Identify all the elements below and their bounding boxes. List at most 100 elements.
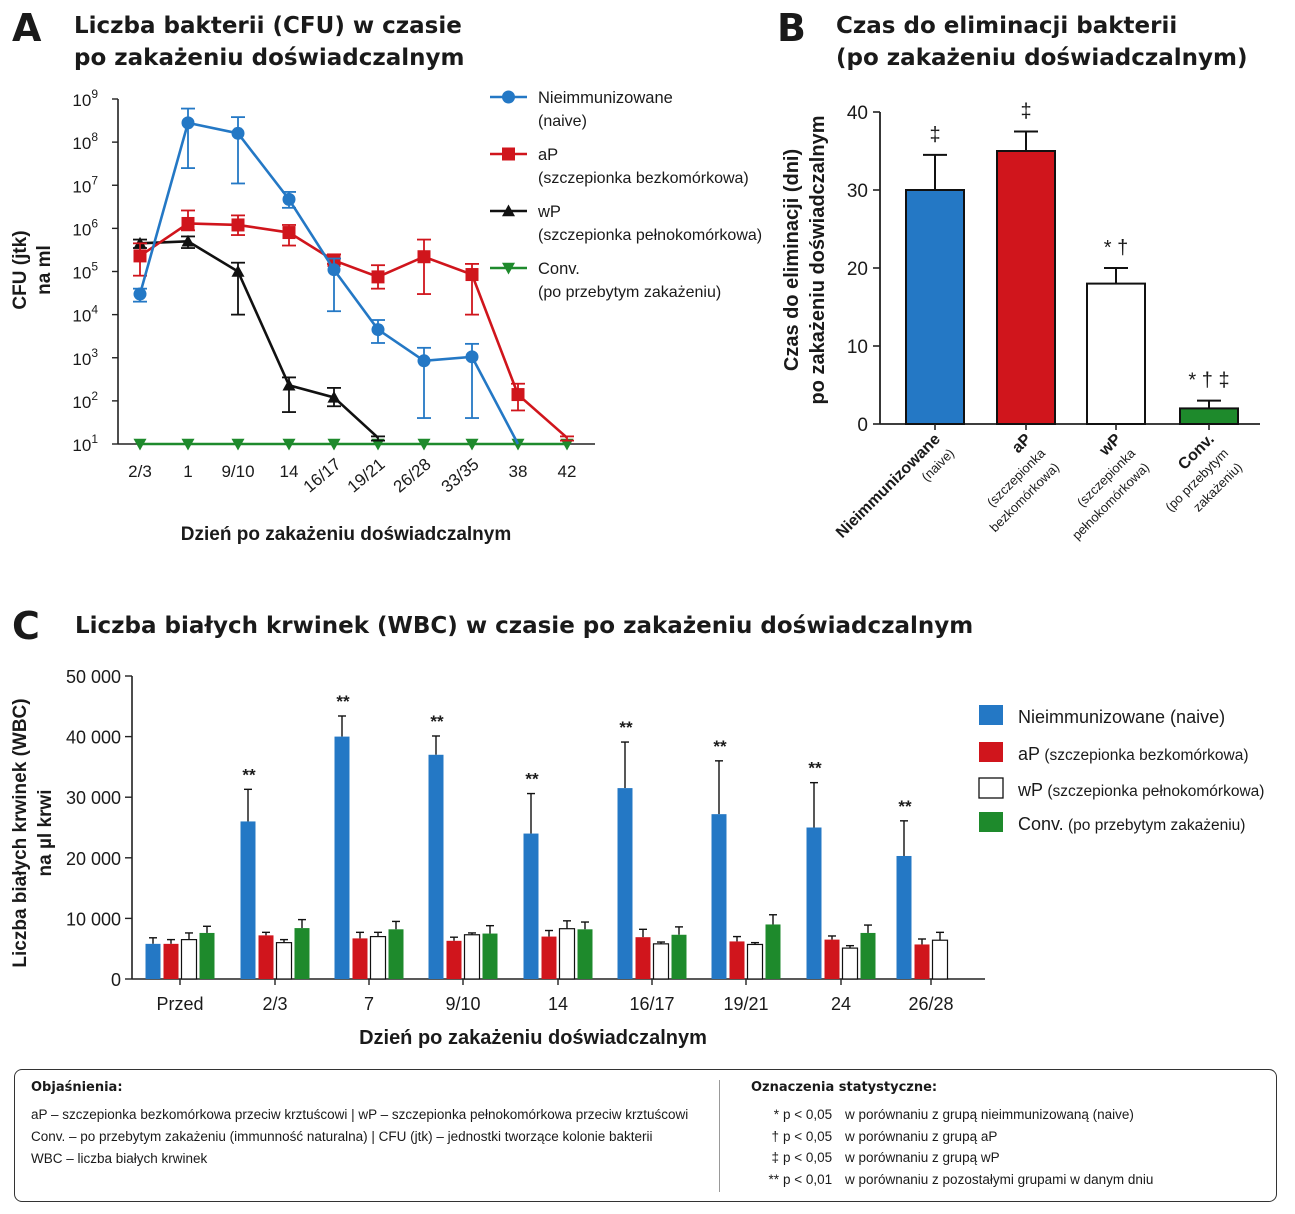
data-point — [181, 234, 195, 247]
bar — [463, 934, 481, 980]
data-point — [231, 265, 245, 277]
data-point — [327, 263, 341, 277]
panel-c-title: Liczba białych krwinek (WBC) w czasie po… — [75, 613, 974, 639]
series-blue — [133, 107, 520, 445]
significance-mark: ** — [619, 718, 633, 737]
data-point — [465, 350, 479, 364]
data-point — [371, 438, 385, 451]
legend-swatch — [979, 812, 1003, 832]
explanations-box: Objaśnienia: aP – szczepionka bezkomórko… — [14, 1069, 1277, 1202]
legend-swatch — [978, 777, 1004, 799]
data-point — [231, 438, 245, 451]
bar — [577, 929, 593, 979]
stat-description: w porównaniu z grupą wP — [845, 1150, 1000, 1165]
stat-row: ** p < 0,01 w porównaniu z pozostałymi g… — [751, 1169, 1153, 1191]
legend-label: wP (szczepionka pełnokomórkowa) — [1017, 780, 1264, 800]
data-point — [181, 116, 195, 130]
data-point — [371, 323, 385, 337]
stat-p-value: p < 0,01 — [783, 1171, 833, 1187]
legend-label: Nieimmunizowane (naive) — [1018, 707, 1225, 727]
data-point — [417, 438, 431, 451]
stat-description: w porównaniu z grupą aP — [845, 1128, 998, 1144]
y-tick-label: 103 — [72, 346, 98, 369]
bar — [180, 939, 198, 980]
explanations-heading: Objaśnienia: — [31, 1080, 123, 1095]
panel-a-title-line1: Liczba bakterii (CFU) w czasie — [74, 13, 462, 39]
explanations-column: Objaśnienia: aP – szczepionka bezkomórko… — [31, 1080, 688, 1170]
data-point — [417, 250, 431, 264]
stat-p-value: p < 0,05 — [783, 1150, 833, 1165]
significance-mark: ** — [336, 692, 350, 711]
bar — [671, 934, 687, 979]
legend-marker — [502, 262, 515, 275]
stat-row: ‡ p < 0,05 w porównaniu z grupą wP — [751, 1147, 1153, 1169]
bar — [388, 929, 404, 979]
data-point — [465, 268, 479, 282]
bar — [617, 788, 633, 979]
significance-mark: * † — [1104, 237, 1128, 259]
bar — [914, 944, 930, 979]
x-tick-label: 26/28 — [390, 455, 435, 497]
legend-sublabel: (szczepionka pełnokomórkowa) — [538, 227, 762, 244]
x-tick-label: 2/3 — [262, 994, 287, 1014]
stat-symbol: ** — [768, 1171, 779, 1187]
bar — [541, 936, 557, 979]
y-tick-label: 102 — [72, 389, 98, 412]
legend-swatch — [979, 705, 1003, 725]
bar — [711, 814, 727, 979]
x-axis-title: Dzień po zakażeniu doświadczalnym — [181, 524, 511, 545]
bar — [1086, 282, 1146, 425]
stat-symbol: ‡ — [771, 1150, 779, 1165]
stats-heading: Oznaczenia statystyczne: — [751, 1080, 938, 1095]
x-tick-label: 16/17 — [300, 455, 345, 497]
x-tick-label: 19/21 — [723, 994, 768, 1014]
series-red — [133, 209, 574, 442]
y-tick-label: 10 000 — [66, 909, 121, 929]
bar — [652, 943, 670, 980]
legend-label: Conv. — [538, 260, 580, 278]
bar — [996, 150, 1056, 425]
x-tick-label: 38 — [509, 462, 528, 481]
x-tick-label: 9/10 — [445, 994, 480, 1014]
bar — [729, 941, 745, 979]
data-point — [371, 270, 385, 284]
y-tick-label: 104 — [72, 303, 98, 326]
bar — [860, 932, 876, 979]
legend-swatch — [979, 742, 1003, 762]
cfu-line-chart: 101 102 103 104 105 106 107 108 109 2/3 1 9/10 14 16/… — [10, 87, 762, 545]
legend-sublabel: (szczepionka bezkomórkowa) — [538, 170, 749, 187]
stat-description: w porównaniu z pozostałymi grupami w dan… — [845, 1171, 1154, 1187]
significance-mark: ** — [713, 737, 727, 756]
stat-symbol: * — [773, 1107, 779, 1122]
bar — [275, 942, 293, 980]
x-tick-label: 1 — [183, 462, 192, 481]
x-axis-title: Dzień po zakażeniu doświadczalnym — [359, 1027, 707, 1049]
legend-label: aP — [538, 146, 558, 164]
bar — [482, 933, 498, 979]
y-tick-label: 20 — [847, 259, 868, 280]
bar — [428, 754, 444, 979]
data-point — [560, 438, 574, 451]
series-line — [139, 222, 568, 439]
legend-marker — [502, 147, 515, 161]
legend-label: Conv. (po przebytym zakażeniu) — [1018, 814, 1245, 834]
clearance-bar-chart: 0 10 20 30 40 Czas do eliminacji (dni) po zaka… — [781, 101, 1260, 543]
x-tick-label: Nieimmunizowane — [833, 431, 944, 542]
y-tick-label: 40 — [847, 103, 868, 124]
y-tick-label: 0 — [111, 970, 121, 990]
panel-a-title: Liczba bakterii (CFU) w czasie po zakaże… — [74, 10, 464, 74]
y-tick-label: 107 — [72, 173, 98, 196]
bar — [352, 938, 368, 979]
legend-label: Nieimmunizowane — [538, 89, 673, 107]
explanation-line: Conv. – po przebytym zakażeniu (immunnoś… — [31, 1129, 653, 1144]
bar — [806, 827, 822, 979]
stats-column: Oznaczenia statystyczne: * p < 0,05 w po… — [751, 1080, 1153, 1190]
y-axis-title: po zakażeniu doświadczalnym — [807, 116, 829, 405]
wbc-bar-chart: 0 10 000 20 000 30 000 40 000 50 000 Liczba bi… — [10, 667, 1264, 1049]
bar — [334, 736, 350, 979]
y-tick-label: 101 — [72, 432, 98, 455]
panel-b-title-line2: (po zakażeniu doświadczalnym) — [836, 45, 1248, 71]
significance-mark: ** — [898, 797, 912, 816]
bar — [163, 943, 179, 979]
stat-row: † p < 0,05 w porównaniu z grupą aP — [751, 1126, 1153, 1148]
